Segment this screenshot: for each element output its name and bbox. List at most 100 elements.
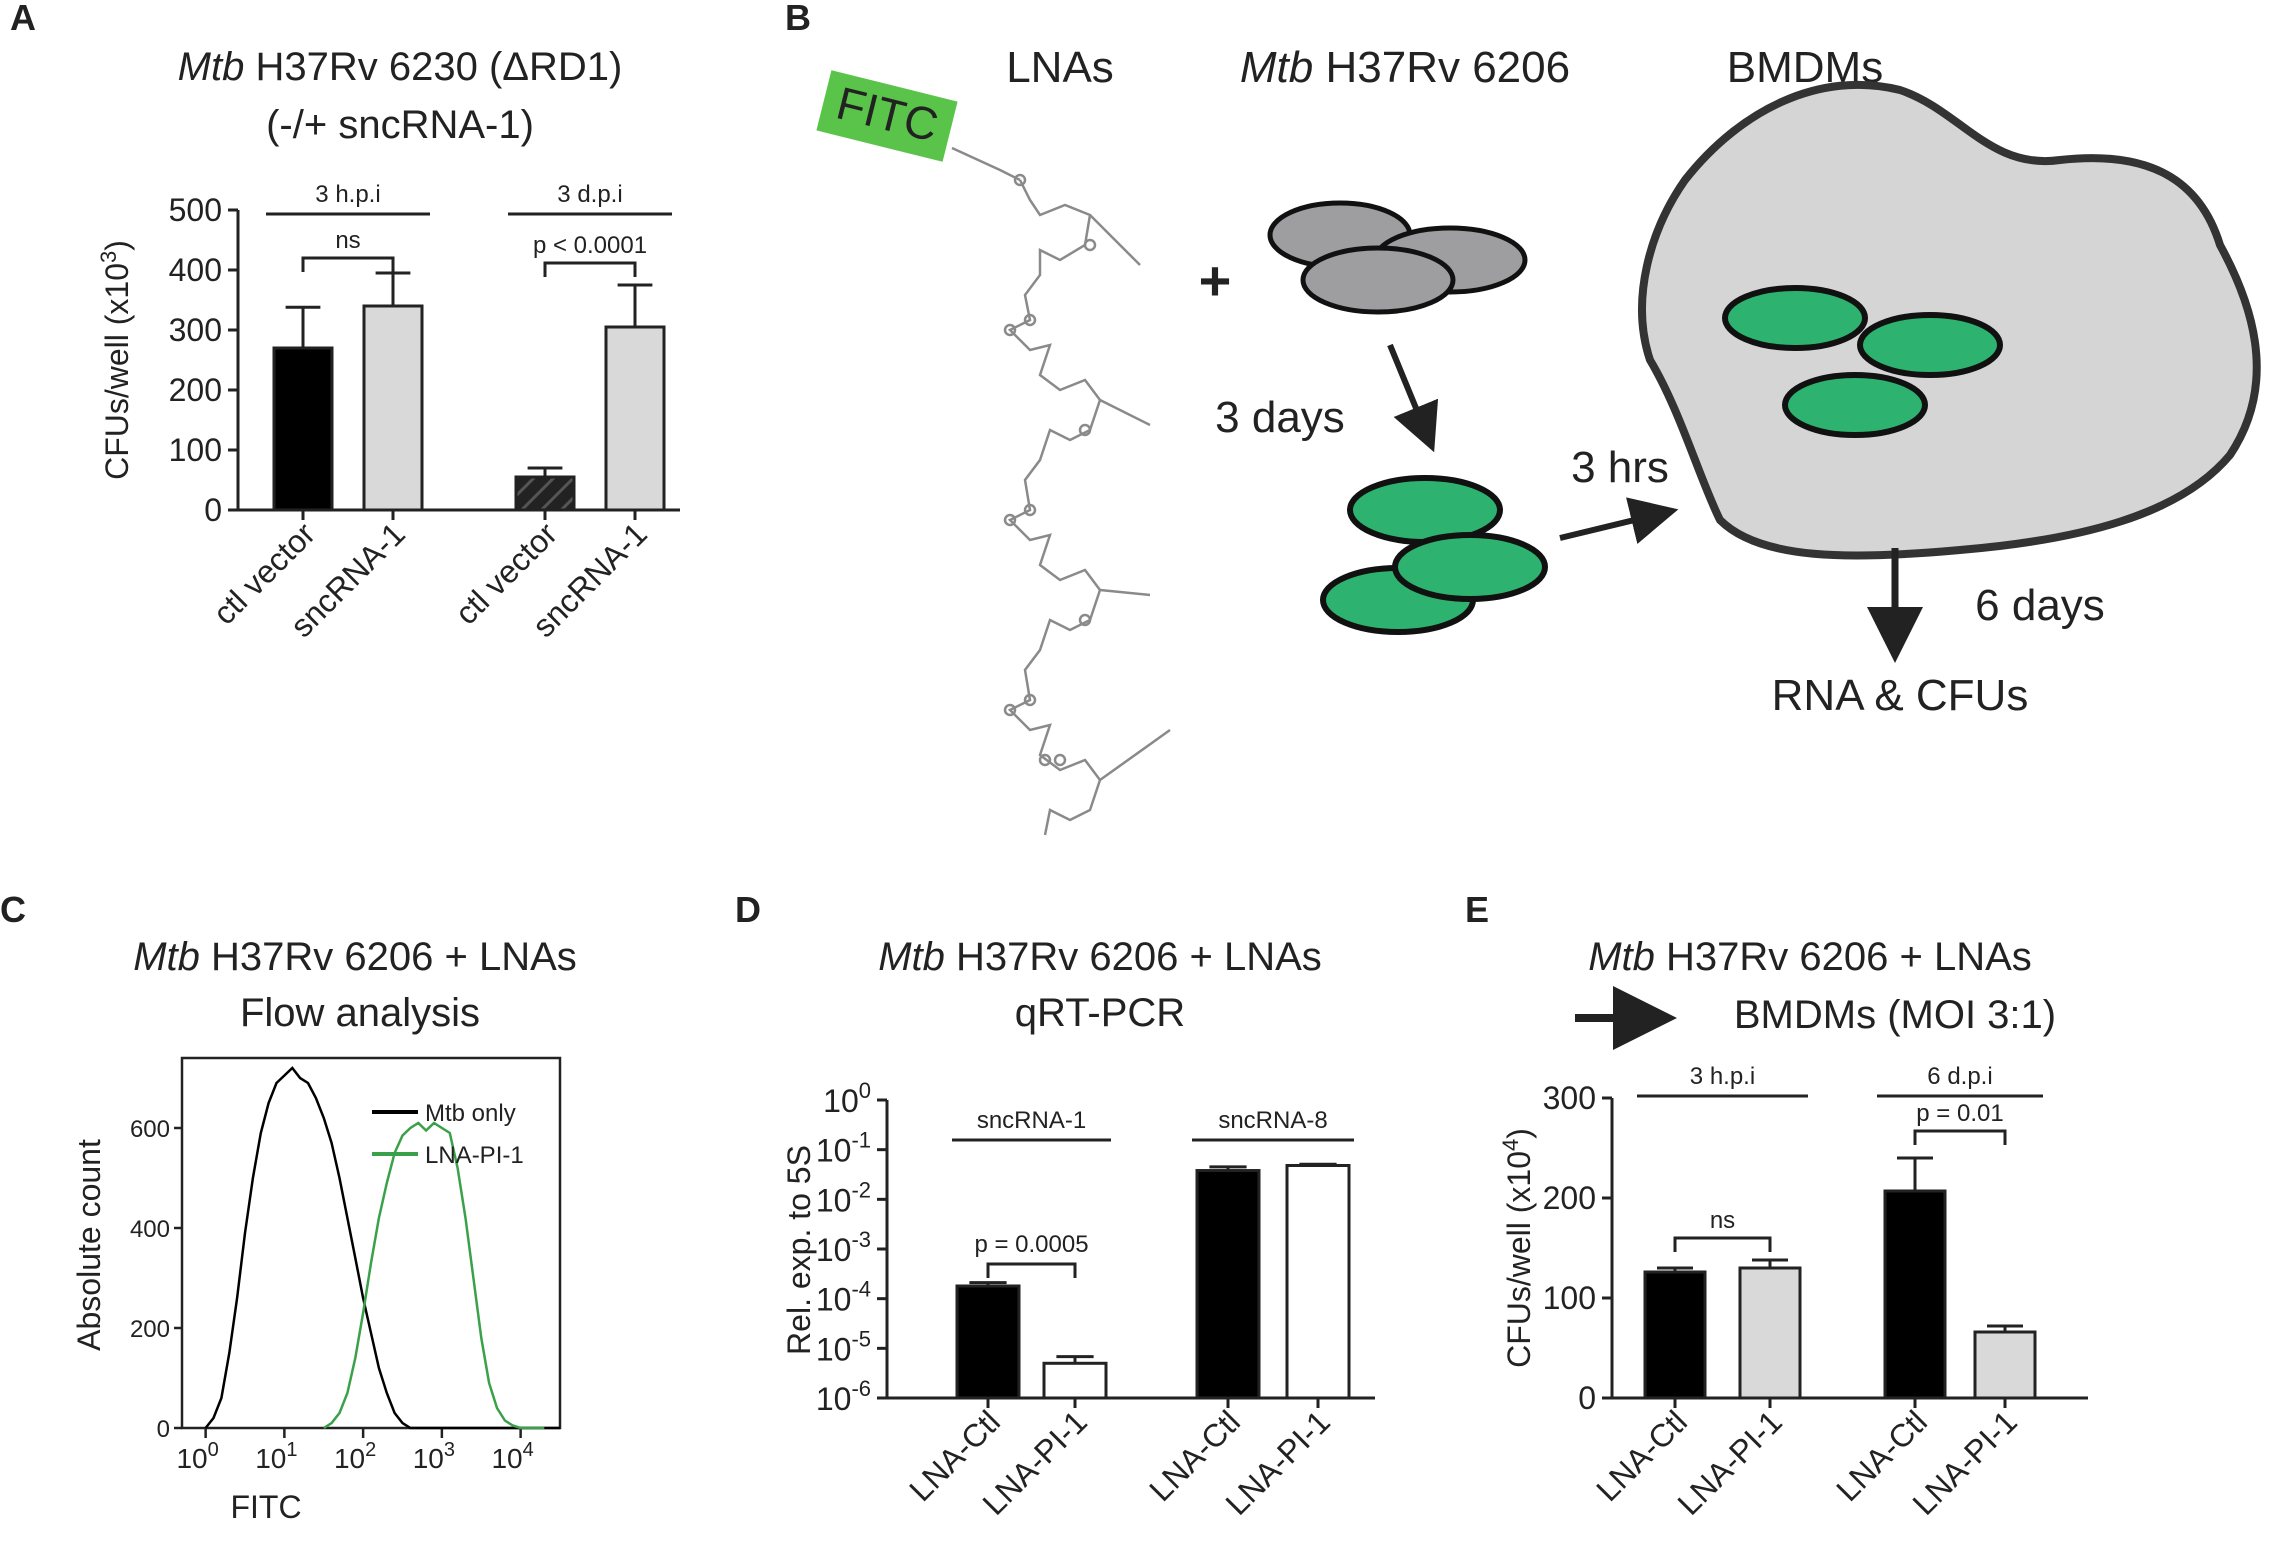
fitc-label: FITC [832, 76, 944, 151]
significance-label: p < 0.0001 [533, 232, 647, 259]
significance-bracket [543, 261, 637, 277]
x-tick-label: 100 [176, 1439, 218, 1474]
y-tick-label: 100 [1543, 1280, 1596, 1316]
label-3-hrs: 3 hrs [1571, 443, 1669, 492]
histogram-line-1 [323, 1121, 545, 1430]
significance-label: p = 0.0005 [974, 1231, 1088, 1258]
y-tick-base: 10 [823, 1083, 859, 1119]
plus-sign: + [1199, 249, 1232, 312]
bar [1738, 1266, 1802, 1400]
significance-label: ns [1710, 1207, 1735, 1234]
x-tick-label: 104 [491, 1439, 533, 1474]
y-tick-exp: -6 [851, 1376, 871, 1401]
y-tick-label: 0 [157, 1416, 170, 1443]
panel-d: D Mtb H37Rv 6206 + LNAs qRT-PCR 10010-11… [735, 889, 1375, 1522]
bar [955, 1284, 1021, 1400]
arrow-down-icon [1387, 343, 1439, 453]
legend-label: LNA-PI-1 [425, 1142, 524, 1169]
bar [1973, 1330, 2037, 1400]
significance-bracket [1913, 1129, 2007, 1145]
y-axis-label-end: ) [1501, 1128, 1537, 1139]
histogram-line-0 [204, 1066, 560, 1430]
x-axis-label: FITC [230, 1489, 301, 1525]
panel-c-title: Mtb H37Rv 6206 + LNAs [133, 935, 577, 979]
y-tick-label: 10-6 [816, 1376, 871, 1417]
panel-letter-a: A [10, 0, 36, 38]
bar [1883, 1189, 1947, 1400]
y-axis-label-end: ) [99, 240, 135, 251]
y-tick-base: 10 [816, 1331, 852, 1367]
group-label: 3 h.p.i [315, 181, 380, 208]
x-tick-label: 101 [255, 1439, 297, 1474]
y-tick-label: 10-4 [816, 1277, 871, 1318]
x-tick-exp: 1 [286, 1439, 297, 1461]
significance-label: ns [335, 227, 360, 254]
label-rna-cfus: RNA & CFUs [1772, 671, 2029, 720]
label-mtb-strain: Mtb H37Rv 6206 [1240, 43, 1570, 92]
group-label: sncRNA-8 [1218, 1107, 1327, 1134]
y-tick-label: 10-3 [816, 1227, 871, 1268]
y-tick-label: 100 [169, 432, 222, 468]
y-tick-label: 400 [169, 252, 222, 288]
y-tick-base: 10 [816, 1232, 852, 1268]
significance-label: p = 0.01 [1916, 1100, 2003, 1127]
bar [604, 325, 666, 512]
x-tick-exp: 2 [365, 1439, 376, 1461]
y-axis-label: Absolute count [71, 1139, 107, 1351]
group-label: 6 d.p.i [1927, 1063, 1992, 1090]
legend-label: Mtb only [425, 1100, 516, 1127]
panel-a: A Mtb H37Rv 6230 (ΔRD1) (-/+ sncRNA-1) 0… [10, 0, 680, 644]
panel-e-title: Mtb H37Rv 6206 + LNAs [1588, 935, 2032, 979]
y-tick-label: 10-2 [816, 1177, 871, 1218]
x-tick-exp: 3 [444, 1439, 455, 1461]
x-tick-base: 10 [176, 1443, 207, 1474]
y-tick-label: 200 [130, 1316, 170, 1343]
y-axis-label: CFUs/well (x103) [96, 240, 135, 480]
intracellular-bacteria-icon [1722, 285, 2003, 438]
bar [1195, 1169, 1261, 1400]
panel-d-title-line2: qRT-PCR [1015, 991, 1185, 1035]
x-tick-label: 102 [334, 1439, 376, 1474]
label-lnas: LNAs [1006, 43, 1114, 92]
x-tick-label: 103 [413, 1439, 455, 1474]
y-axis-label: CFUs/well (x104) [1498, 1128, 1537, 1368]
y-tick-label: 10-1 [816, 1128, 871, 1169]
bacteria-gray-icon [1267, 200, 1528, 315]
panel-letter-b: B [785, 0, 811, 38]
panel-c-title-line2: Flow analysis [240, 991, 480, 1035]
group-label: 3 d.p.i [557, 181, 622, 208]
significance-bracket [1673, 1236, 1772, 1252]
y-axis-label-main: CFUs/well (x10 [99, 263, 135, 480]
panel-e-title-line2: BMDMs (MOI 3:1) [1734, 993, 2056, 1037]
y-tick-base: 10 [816, 1133, 852, 1169]
panel-b-schematic: B LNAs Mtb H37Rv 6206 BMDMs FITC + [785, 0, 2261, 836]
panel-a-title-line2: (-/+ sncRNA-1) [266, 103, 534, 147]
y-tick-label: 400 [130, 1216, 170, 1243]
y-tick-exp: -1 [851, 1128, 871, 1153]
x-tick-exp: 0 [208, 1439, 219, 1461]
bar [1285, 1163, 1351, 1400]
y-tick-label: 0 [204, 492, 222, 528]
x-tick-label: LNA-PI-1 [1670, 1403, 1789, 1522]
y-tick-base: 10 [816, 1182, 852, 1218]
fitc-tag: FITC [816, 70, 958, 162]
y-tick-exp: -2 [851, 1177, 871, 1202]
label-6-days: 6 days [1975, 581, 2105, 630]
bacteria-green-icon [1320, 475, 1548, 635]
bar [272, 346, 334, 512]
panel-c: C Mtb H37Rv 6206 + LNAs Flow analysis 0 2… [0, 889, 577, 1525]
y-axis-label-exp: 4 [1498, 1139, 1523, 1151]
y-tick-label: 200 [169, 372, 222, 408]
x-tick-base: 10 [334, 1443, 365, 1474]
bar [514, 475, 576, 512]
y-axis-label-main: CFUs/well (x10 [1501, 1151, 1537, 1368]
significance-bracket [986, 1262, 1077, 1278]
significance-bracket [301, 256, 395, 272]
group-label: sncRNA-1 [977, 1107, 1086, 1134]
y-tick-label: 300 [169, 312, 222, 348]
panel-a-title: Mtb H37Rv 6230 (ΔRD1) [178, 45, 623, 89]
y-tick-label: 0 [1578, 1380, 1596, 1416]
